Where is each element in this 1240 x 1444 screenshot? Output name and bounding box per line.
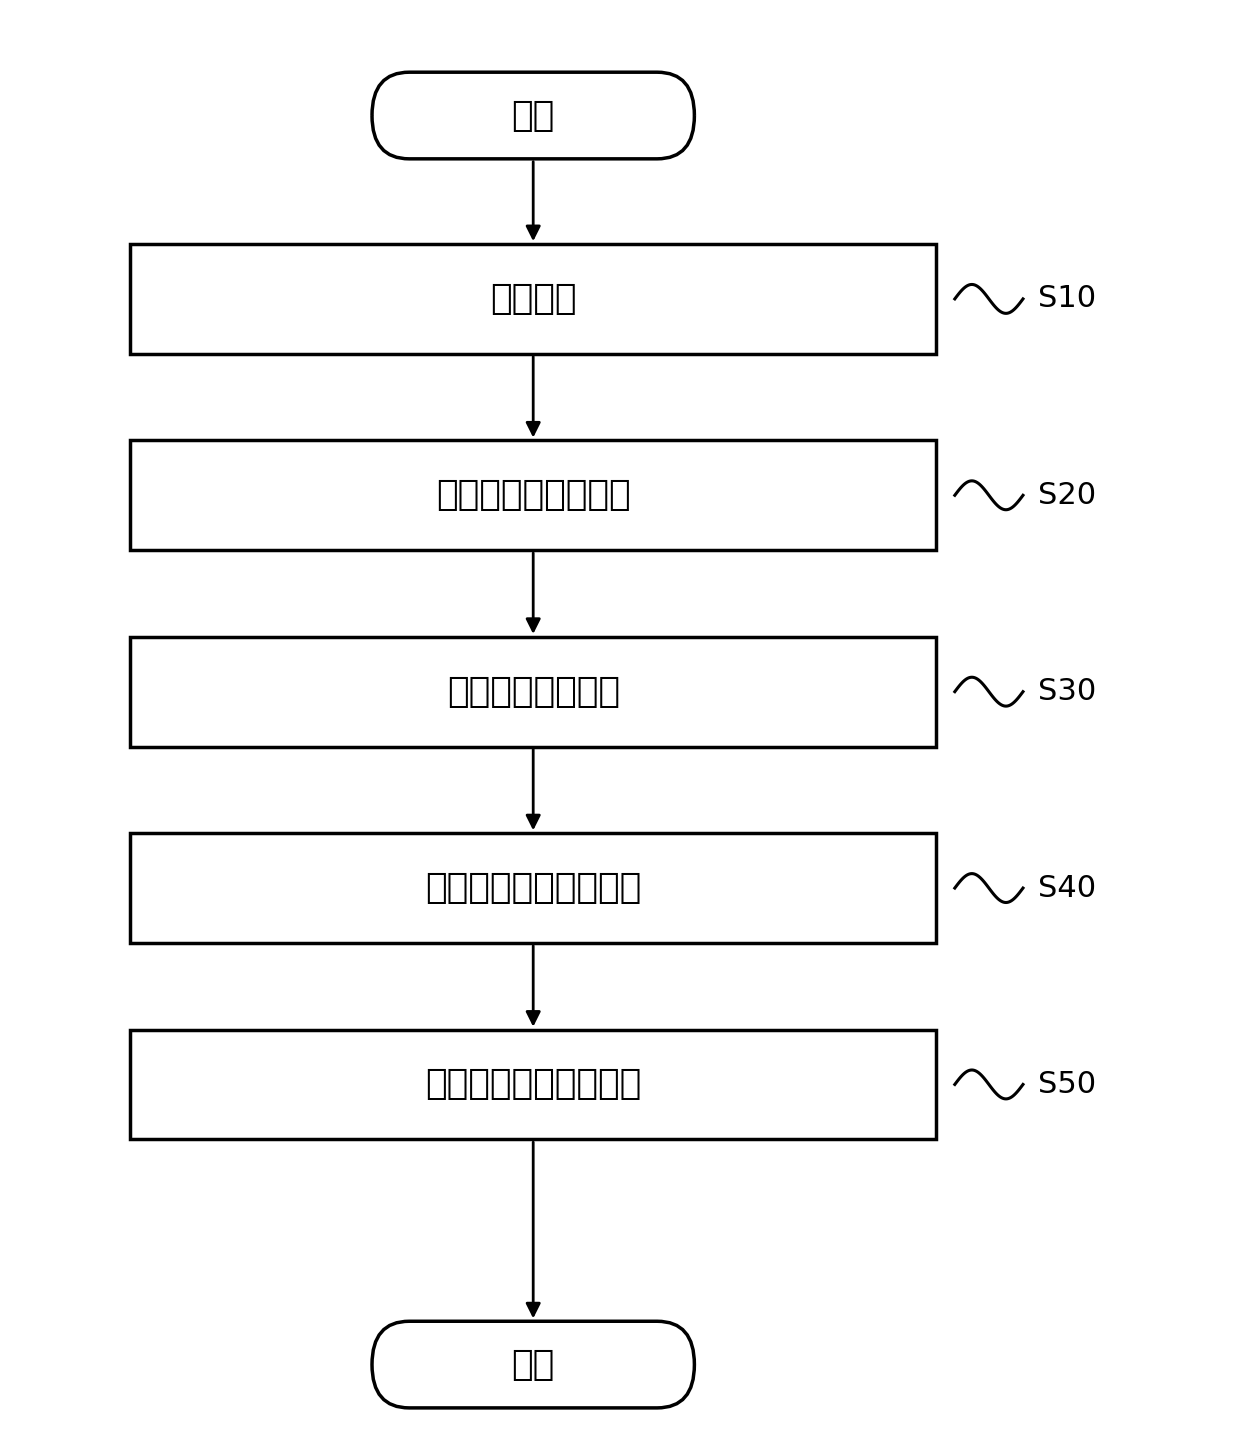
Text: S30: S30	[1038, 677, 1096, 706]
Text: 灘注树脂并使树脂固化: 灘注树脂并使树脂固化	[425, 871, 641, 905]
Bar	[130, 637, 936, 747]
Bar	[130, 244, 936, 354]
Text: 完全密封保护罩的周边: 完全密封保护罩的周边	[425, 1067, 641, 1102]
Text: 密封保护罩的周边: 密封保护罩的周边	[446, 674, 620, 709]
Text: 形成磁极: 形成磁极	[490, 282, 577, 316]
Text: S40: S40	[1038, 874, 1096, 902]
Bar	[130, 1030, 936, 1139]
Text: 结束: 结束	[512, 1347, 554, 1382]
Text: S50: S50	[1038, 1070, 1096, 1099]
Bar	[130, 440, 936, 550]
Bar	[130, 833, 936, 943]
Text: 开始: 开始	[512, 98, 554, 133]
Text: S20: S20	[1038, 481, 1096, 510]
Text: S10: S10	[1038, 284, 1096, 313]
FancyBboxPatch shape	[372, 72, 694, 159]
Text: 使用保护罩覆盖磁极: 使用保护罩覆盖磁极	[436, 478, 630, 513]
FancyBboxPatch shape	[372, 1321, 694, 1408]
